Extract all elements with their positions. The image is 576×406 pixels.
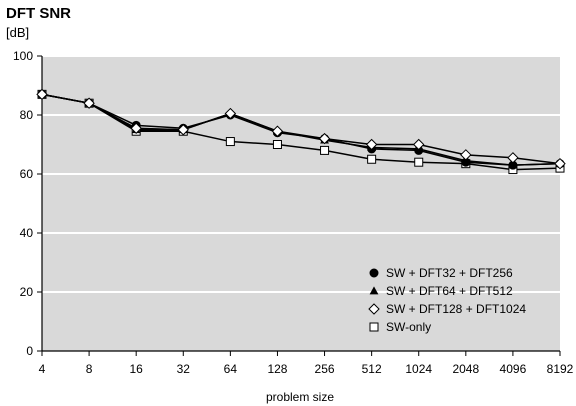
- legend-marker-4: [369, 322, 379, 332]
- series-3-point-4096: [507, 152, 519, 164]
- data-series: [36, 88, 566, 175]
- x-tick-label-1024: 1024: [405, 362, 432, 376]
- legend: SW + DFT32 + DFT256 SW + DFT64 + DFT512 SW…: [368, 266, 526, 334]
- x-tick-label-64: 64: [224, 362, 238, 376]
- y-axis-unit: [dB]: [6, 25, 29, 40]
- legend-label-3: SW + DFT128 + DFT1024: [386, 302, 526, 316]
- series-3-point-8192: [554, 157, 566, 170]
- y-tick-label-20: 20: [20, 285, 34, 299]
- legend-label-4: SW-only: [386, 320, 431, 334]
- x-tick-label-8: 8: [86, 362, 93, 376]
- x-tick-label-128: 128: [267, 362, 287, 376]
- plot-area: [42, 56, 560, 351]
- x-tick-label-32: 32: [177, 362, 191, 376]
- series-3-point-512: [365, 138, 378, 151]
- x-tick-label-4: 4: [39, 362, 46, 376]
- axes: [41, 56, 560, 352]
- series-3-point-2048: [460, 149, 472, 161]
- x-tick-label-256: 256: [315, 362, 335, 376]
- y-tick-label-40: 40: [20, 226, 34, 240]
- series-3-point-256: [318, 132, 331, 145]
- series-3-point-16: [130, 122, 142, 134]
- y-tick-label-100: 100: [13, 49, 33, 63]
- legend-marker-2: [369, 286, 379, 295]
- series-4-point-64: [225, 137, 235, 147]
- series-3: [36, 88, 566, 170]
- y-tick-label-0: 0: [26, 344, 33, 358]
- series-3-line: [41, 93, 561, 165]
- x-tick-label-8192: 8192: [547, 362, 574, 376]
- y-tick-labels: 0 20 40 60 80 100: [13, 49, 42, 358]
- series-3-point-128: [271, 125, 284, 137]
- series-3-point-4: [36, 88, 48, 101]
- x-tick-label-2048: 2048: [452, 362, 479, 376]
- y-tick-label-60: 60: [20, 167, 34, 181]
- y-tick-label-80: 80: [20, 108, 34, 122]
- series-4-point-256: [320, 145, 330, 155]
- series-4-point-128: [272, 140, 282, 149]
- x-tick-label-4096: 4096: [500, 362, 527, 376]
- gridlines: [42, 55, 560, 293]
- series-3-point-32: [177, 124, 189, 136]
- series-3-point-64: [224, 107, 237, 120]
- series-4-point-512: [367, 154, 377, 164]
- x-tick-label-16: 16: [130, 362, 144, 376]
- legend-marker-1: [369, 268, 379, 278]
- legend-label-2: SW + DFT64 + DFT512: [386, 284, 513, 298]
- x-tick-labels: 4 8 16 32 64 128 256 512 1024 2048 4096 8192: [39, 351, 574, 376]
- series-4-line: [41, 93, 561, 171]
- x-axis-label: problem size: [266, 390, 334, 404]
- series-3-point-1024: [413, 138, 425, 151]
- legend-marker-3: [368, 303, 380, 315]
- series-4-point-1024: [414, 157, 424, 167]
- series-3-point-8: [83, 97, 95, 109]
- legend-label-1: SW + DFT32 + DFT256: [386, 266, 513, 280]
- chart-title: DFT SNR: [6, 5, 71, 22]
- x-tick-label-512: 512: [362, 362, 382, 376]
